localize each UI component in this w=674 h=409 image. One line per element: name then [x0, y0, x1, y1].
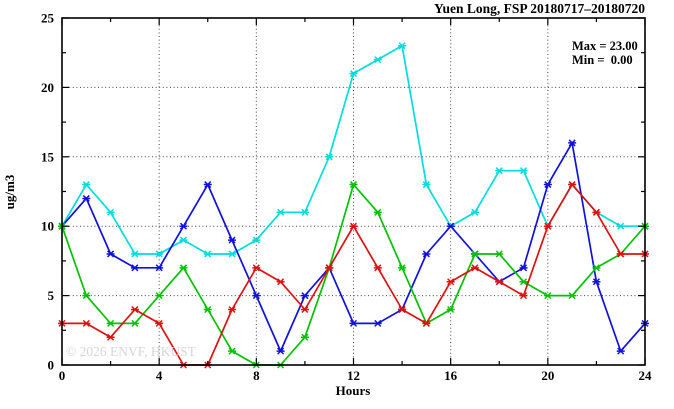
max-annotation: Max = 23.00	[572, 39, 638, 53]
x-tick-label: 24	[639, 368, 653, 383]
x-axis-label: Hours	[336, 383, 371, 398]
x-tick-labels: 0 4 8 12 16 20 24	[59, 368, 652, 383]
cyan-series-line	[61, 44, 645, 255]
blue-series	[58, 139, 649, 355]
y-tick-labels: 0 5 10 15 20 25	[41, 11, 55, 373]
y-axis-label: ug/m3	[2, 174, 17, 209]
x-tick-label: 20	[541, 368, 554, 383]
y-tick-label: 10	[41, 219, 54, 234]
x-tick-label: 0	[59, 368, 66, 383]
green-series-line	[61, 183, 646, 366]
chart-title: Yuen Long, FSP 20180717–20180720	[434, 1, 645, 16]
x-tick-label: 8	[253, 368, 260, 383]
red-series-line	[62, 183, 645, 366]
watermark: © 2026 ENVF, HKUST	[66, 344, 197, 359]
blue-series-line	[61, 142, 646, 352]
y-tick-label: 0	[48, 358, 55, 373]
min-annotation: Min = 0.00	[572, 53, 633, 67]
y-tick-label: 20	[41, 80, 54, 95]
cyan-series	[58, 42, 649, 258]
y-tick-label: 5	[48, 288, 55, 303]
x-tick-label: 4	[156, 368, 163, 383]
x-tick-label: 12	[347, 368, 360, 383]
x-tick-label: 16	[444, 368, 458, 383]
axis-ticks	[61, 17, 646, 366]
grid-lines	[62, 18, 645, 365]
y-tick-label: 15	[41, 149, 55, 164]
y-tick-label: 25	[41, 11, 55, 26]
